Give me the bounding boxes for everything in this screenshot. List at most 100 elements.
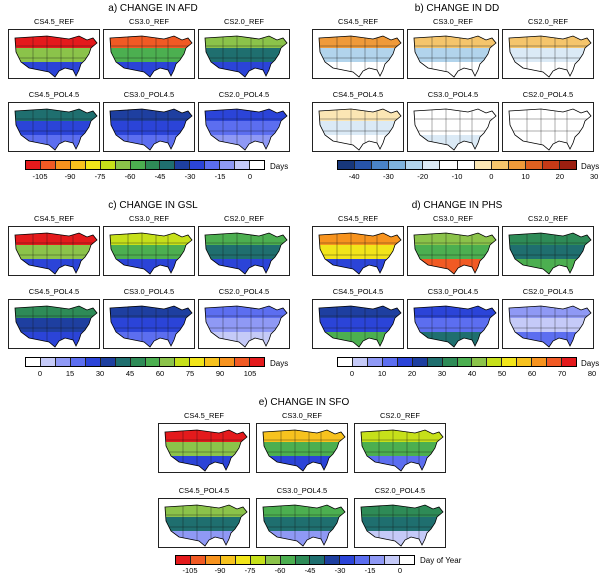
colorbar-swatch [130,358,146,366]
usa-map [158,423,250,473]
map-label: CS4.5_POL4.5 [178,486,230,495]
colorbar-swatch [457,161,475,169]
usa-map [198,102,290,152]
colorbar-swatch [502,358,518,366]
map-label: CS2.0_POL4.5 [218,90,270,99]
map-label: CS3.0_REF [432,17,474,26]
map-region [15,135,97,150]
map-region [509,36,591,48]
colorbar-tick-label: 30 [589,172,599,181]
colorbar-swatch [367,358,383,366]
colorbar-unit: Days [581,162,600,171]
colorbar-swatch [382,358,398,366]
map-label: CS2.0_REF [379,411,421,420]
colorbar-swatch [310,556,326,564]
map-label: CS2.0_REF [223,214,265,223]
colorbar-tick-label: -30 [383,172,394,181]
map-region [319,62,401,77]
colorbar-swatch [491,161,509,169]
map-label: CS2.0_POL4.5 [218,287,270,296]
map-label: CS3.0_POL4.5 [427,90,479,99]
map-region [509,135,591,150]
colorbar-swatch [352,358,368,366]
colorbar [25,357,265,367]
colorbar-tick-label: 0 [349,369,355,378]
map-region [509,259,591,274]
colorbar-swatch [355,161,373,169]
map-label: CS4.5_REF [183,411,225,420]
map-label: CS3.0_REF [128,17,170,26]
map-region [110,121,192,135]
usa-map [256,423,348,473]
usa-map [312,102,404,152]
map-label: CS2.0_POL4.5 [522,287,574,296]
country-outline [204,305,288,348]
map-region [15,121,97,135]
map-region [319,135,401,150]
colorbar-swatch [235,358,251,366]
map-region [509,245,591,259]
usa-map [103,102,195,152]
map-region [319,109,401,121]
country-outline [14,232,98,275]
usa-map [312,299,404,349]
usa-map [502,299,594,349]
usa-map [502,29,594,79]
colorbar-tick-label: -105 [32,172,48,181]
map-label: CS3.0_POL4.5 [123,90,175,99]
map-region [263,517,345,531]
map-region [110,245,192,259]
map-region [414,233,496,245]
country-outline [318,35,402,78]
colorbar-tick-label: 30 [95,369,105,378]
colorbar-swatch [525,161,543,169]
colorbar-swatch [235,556,251,564]
colorbar-tick-label: -10 [451,172,463,181]
colorbar-swatch [70,358,86,366]
country-outline [318,305,402,348]
usa-map [8,226,100,276]
colorbar-tick-label: -30 [184,172,196,181]
map-region [205,233,287,245]
usa-map [354,498,446,548]
colorbar-swatch [145,161,161,169]
colorbar-swatch [250,358,264,366]
map-region [509,318,591,332]
colorbar-tick-label: -15 [364,566,376,575]
usa-map [312,29,404,79]
map-region [205,121,287,135]
colorbar-swatch [40,161,56,169]
colorbar-swatch [517,358,533,366]
map-region [15,36,97,48]
colorbar-swatch [175,161,191,169]
colorbar-swatch [423,161,441,169]
map-region [205,135,287,150]
colorbar-tick-label: 0 [37,369,43,378]
usa-map [407,299,499,349]
colorbar-swatch [542,161,561,169]
colorbar-tick-label: 70 [557,369,567,378]
map-region [319,121,401,135]
colorbar-swatch [220,358,236,366]
colorbar-swatch [457,358,473,366]
colorbar-tick-label: 0 [489,172,494,181]
colorbar-tick-label: -40 [348,172,360,181]
country-outline [14,108,98,151]
colorbar-tick-label: 10 [521,172,530,181]
map-region [205,259,287,274]
map-region [15,306,97,318]
colorbar-swatch [190,358,206,366]
map-region [414,245,496,259]
map-label: CS4.5_REF [337,214,379,223]
map-label: CS4.5_REF [33,214,75,223]
colorbar-swatch [280,556,296,564]
colorbar-swatch [508,161,526,169]
colorbar-swatch [55,358,71,366]
country-outline [508,305,592,348]
map-region [263,442,345,456]
map-region [509,48,591,62]
colorbar [337,357,577,367]
country-outline [413,232,497,275]
map-label: CS4.5_POL4.5 [332,90,384,99]
